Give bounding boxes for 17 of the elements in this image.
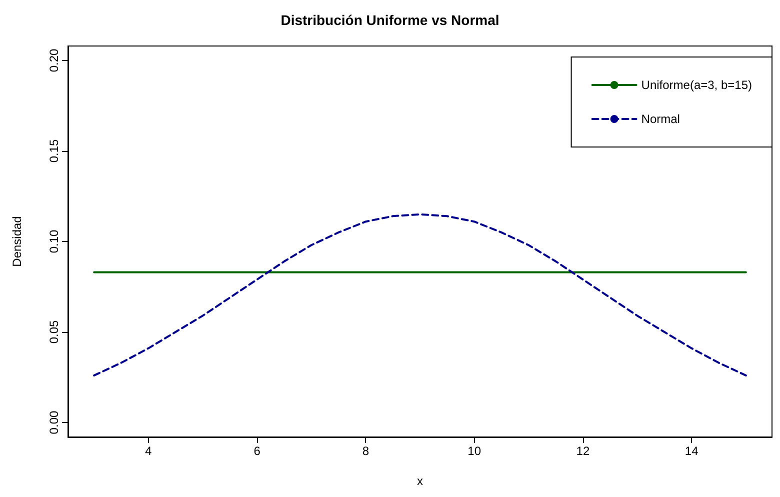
- y-tick-label: 0.20: [47, 48, 61, 72]
- x-tick-label: 10: [468, 444, 482, 458]
- x-tick-label: 12: [576, 444, 590, 458]
- legend-label: Uniforme(a=3, b=15): [641, 78, 752, 92]
- chart-title: Distribución Uniforme vs Normal: [280, 12, 500, 28]
- y-tick-label: 0.05: [47, 320, 61, 344]
- y-tick-label: 0.15: [47, 138, 61, 163]
- line-series: [93, 213, 747, 376]
- y-tick-label: 0.00: [47, 410, 61, 434]
- x-axis-title: x: [417, 474, 423, 488]
- x-tick-label: 4: [145, 444, 152, 458]
- x-tick-label: 6: [254, 444, 261, 458]
- y-tick-label: 0.10: [47, 230, 61, 254]
- legend-label: Normal: [641, 112, 680, 126]
- x-tick-label: 14: [684, 444, 699, 458]
- y-axis-title: Densidad: [10, 216, 24, 267]
- x-tick-label: 8: [362, 444, 370, 458]
